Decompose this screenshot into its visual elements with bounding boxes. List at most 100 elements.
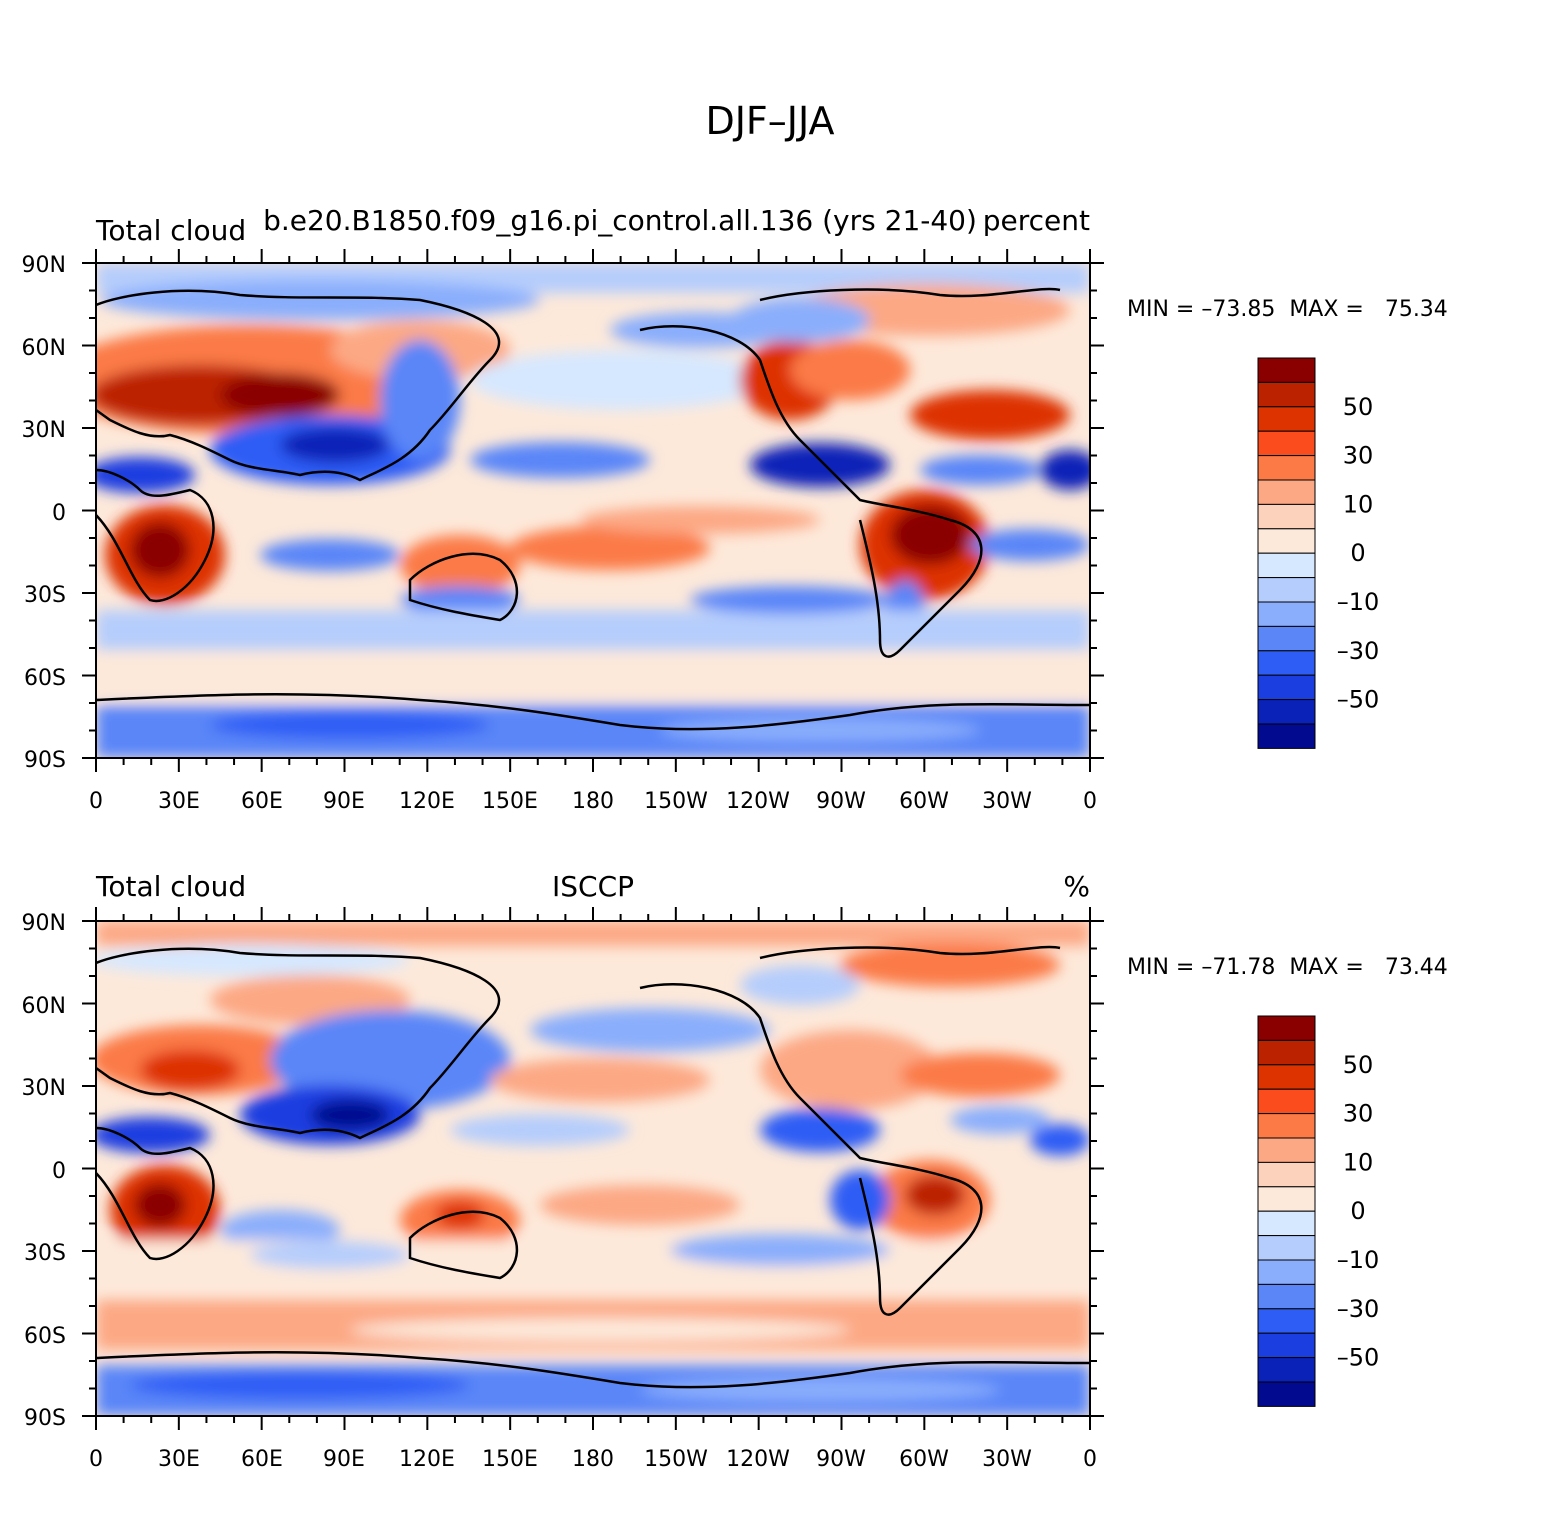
colorbar-swatch: [1257, 1039, 1316, 1066]
figure-title: DJF–JJA: [705, 99, 834, 143]
lon-label: 60W: [899, 789, 949, 814]
colorbar-swatch: [1257, 1235, 1316, 1261]
colorbar-swatch: [1257, 406, 1316, 432]
lon-label: 0: [89, 789, 103, 814]
lat-label: 90N: [22, 253, 66, 278]
colorbar-swatch: [1257, 479, 1316, 505]
colorbar-swatch: [1257, 723, 1316, 749]
panel-2-field: [96, 921, 1090, 1416]
colorbar-swatch: [1257, 625, 1316, 652]
lon-label: 120W: [726, 789, 790, 814]
lon-label: 90E: [323, 1447, 365, 1472]
lon-label: 0: [1083, 1447, 1097, 1472]
colorbar-swatch: [1257, 1186, 1316, 1212]
colorbar-label: 0: [1350, 1197, 1365, 1225]
lon-label: 0: [89, 1447, 103, 1472]
colorbar-label: 30: [1343, 442, 1374, 470]
colorbar-swatch: [1257, 1381, 1316, 1407]
colorbar-swatch: [1257, 1064, 1316, 1090]
lon-label: 0: [1083, 789, 1097, 814]
lon-label: 150E: [482, 1447, 538, 1472]
colorbar-label: 10: [1343, 490, 1374, 518]
lon-label: 90W: [816, 789, 866, 814]
panel-1-title-right: percent: [983, 204, 1090, 237]
lon-label: 30E: [158, 1447, 200, 1472]
panel-2-lat-labels: 90N 60N 30N 0 30S 60S 90S: [22, 911, 66, 1431]
lat-label: 60S: [24, 1324, 66, 1349]
colorbar-swatch: [1257, 430, 1316, 457]
colorbar-swatch: [1257, 1113, 1316, 1139]
lon-label: 150W: [644, 789, 708, 814]
lon-label: 90W: [816, 1447, 866, 1472]
panel-1-coastlines: [96, 287, 1090, 731]
panel-2-min-max: MIN = –71.78 MAX = 73.44: [1127, 955, 1448, 980]
colorbar-swatch: [1257, 1015, 1316, 1041]
colorbar-swatch: [1257, 357, 1316, 383]
colorbar-label: –10: [1337, 588, 1380, 616]
panel-2-lon-labels: 0 30E 60E 90E 120E 150E 180 150W 120W 90…: [89, 1447, 1097, 1472]
lat-label: 30N: [22, 418, 66, 443]
lon-label: 60W: [899, 1447, 949, 1472]
colorbar-swatch: [1257, 552, 1316, 579]
colorbar-swatch: [1257, 699, 1316, 725]
colorbar-swatch: [1257, 577, 1316, 603]
colorbar-swatch: [1257, 381, 1316, 408]
lat-label: 60N: [22, 336, 66, 361]
lon-label: 120E: [399, 789, 455, 814]
colorbar-swatch: [1257, 1308, 1316, 1334]
panel-1-ticks: [82, 249, 1104, 772]
panel-2-title-right: %: [1063, 870, 1090, 903]
colorbar-swatch: [1257, 503, 1316, 530]
colorbar-swatch: [1257, 1357, 1316, 1383]
lon-label: 150E: [482, 789, 538, 814]
panel-2-colorbar: 50 30 10 0 –10 –30 –50: [1257, 1015, 1380, 1407]
colorbar-label: 50: [1343, 393, 1374, 421]
colorbar-swatch: [1257, 528, 1316, 554]
colorbar-swatch: [1257, 1332, 1316, 1359]
panel-model: Total cloud b.e20.B1850.f09_g16.pi_contr…: [22, 204, 1448, 814]
colorbar-label: 0: [1350, 539, 1365, 567]
lat-label: 90S: [24, 748, 66, 773]
colorbar-label: –10: [1337, 1246, 1380, 1274]
colorbar-swatch: [1257, 455, 1316, 481]
panel-2-title-center: ISCCP: [552, 870, 634, 903]
colorbar-label: –30: [1337, 637, 1380, 665]
lat-label: 90S: [24, 1406, 66, 1431]
colorbar-swatch: [1257, 650, 1316, 676]
lat-label: 0: [52, 501, 66, 526]
lon-label: 120W: [726, 1447, 790, 1472]
lon-label: 150W: [644, 1447, 708, 1472]
lon-label: 180: [572, 789, 614, 814]
lon-label: 90E: [323, 789, 365, 814]
colorbar-swatch: [1257, 1259, 1316, 1285]
panel-1-lon-labels: 0 30E 60E 90E 120E 150E 180 150W 120W 90…: [89, 789, 1097, 814]
colorbar-swatch: [1257, 601, 1316, 627]
panel-observation: Total cloud ISCCP %: [22, 870, 1448, 1472]
colorbar-swatch: [1257, 1088, 1316, 1115]
colorbar-label: –30: [1337, 1295, 1380, 1323]
colorbar-label: 10: [1343, 1148, 1374, 1176]
colorbar-label: 30: [1343, 1100, 1374, 1128]
lat-label: 30S: [24, 1241, 66, 1266]
lon-label: 30E: [158, 789, 200, 814]
lat-label: 30S: [24, 583, 66, 608]
colorbar-swatch: [1257, 1283, 1316, 1310]
lon-label: 120E: [399, 1447, 455, 1472]
lon-label: 180: [572, 1447, 614, 1472]
panel-2-coastlines: [96, 945, 1090, 1389]
lon-label: 60E: [241, 789, 283, 814]
panel-2-title-left: Total cloud: [95, 870, 246, 903]
lat-label: 60S: [24, 666, 66, 691]
panel-1-title-center: b.e20.B1850.f09_g16.pi_control.all.136 (…: [263, 204, 977, 237]
lon-label: 30W: [982, 789, 1032, 814]
panel-1-min-max: MIN = –73.85 MAX = 75.34: [1127, 297, 1448, 322]
colorbar-label: 50: [1343, 1051, 1374, 1079]
panel-1-lat-labels: 90N 60N 30N 0 30S 60S 90S: [22, 253, 66, 773]
panel-1-title-left: Total cloud: [95, 214, 246, 247]
colorbar-swatch: [1257, 1137, 1316, 1163]
colorbar-label: –50: [1337, 1344, 1380, 1372]
colorbar-swatch: [1257, 1210, 1316, 1237]
colorbar-swatch: [1257, 1161, 1316, 1188]
colorbar-swatch: [1257, 674, 1316, 701]
